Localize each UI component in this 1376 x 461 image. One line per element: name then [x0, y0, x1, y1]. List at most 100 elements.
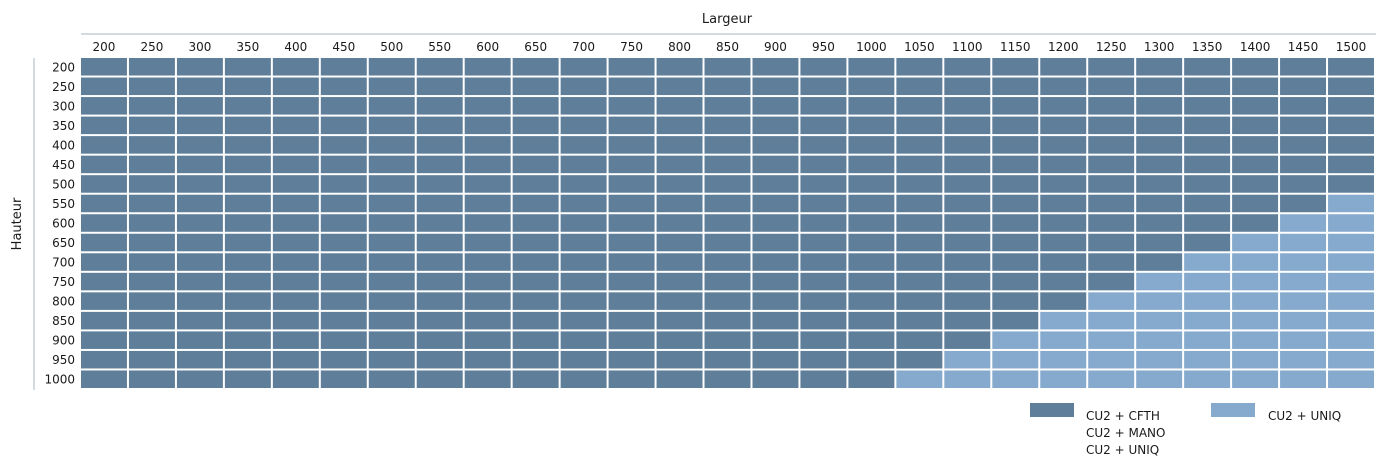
heatmap-cell-200-550 [416, 58, 463, 76]
heatmap-cell-350-1000 [848, 116, 895, 135]
heatmap-cell-400-200 [81, 136, 127, 154]
x-tick-label: 200 [93, 40, 116, 54]
heatmap-cell-200-1050 [896, 58, 943, 76]
heatmap-cell-450-800 [656, 155, 703, 174]
heatmap-cell-850-1050 [896, 311, 943, 330]
heatmap-cell-450-250 [128, 155, 175, 174]
heatmap-cell-800-1500 [1328, 292, 1374, 310]
heatmap-cell-250-850 [704, 77, 751, 96]
heatmap-cell-600-200 [81, 214, 127, 232]
heatmap-cell-200-800 [656, 58, 703, 76]
heatmap-cell-850-500 [368, 311, 415, 330]
heatmap-cell-850-1350 [1184, 311, 1231, 330]
heatmap-cell-600-1100 [944, 214, 991, 232]
heatmap-cell-450-650 [512, 155, 559, 174]
heatmap-cell-400-250 [128, 136, 175, 154]
heatmap-cell-350-900 [752, 116, 799, 135]
heatmap-cell-200-700 [560, 58, 607, 76]
heatmap-cell-300-1150 [992, 97, 1039, 115]
heatmap-cell-950-700 [560, 350, 607, 369]
heatmap-cell-850-950 [800, 311, 847, 330]
heatmap-cell-250-1100 [944, 77, 991, 96]
heatmap-cell-1000-250 [128, 370, 175, 388]
y-tick-label: 750 [52, 275, 75, 289]
heatmap-cell-850-600 [464, 311, 511, 330]
heatmap-cell-500-200 [81, 175, 127, 193]
heatmap-cell-650-1350 [1184, 233, 1231, 252]
heatmap-cell-1000-1050 [896, 370, 943, 388]
heatmap-cell-400-350 [224, 136, 271, 154]
heatmap-cell-300-850 [704, 97, 751, 115]
heatmap-cell-900-1050 [896, 331, 943, 349]
heatmap-cell-850-850 [704, 311, 751, 330]
heatmap-cell-900-300 [176, 331, 223, 349]
heatmap-cell-750-400 [272, 272, 319, 291]
heatmap-cell-300-600 [464, 97, 511, 115]
heatmap-cell-750-1200 [1040, 272, 1087, 291]
heatmap-cell-650-400 [272, 233, 319, 252]
heatmap-cell-350-250 [128, 116, 175, 135]
heatmap-cell-550-1250 [1088, 194, 1135, 213]
heatmap-cell-400-800 [656, 136, 703, 154]
y-tick-label: 500 [52, 177, 75, 191]
heatmap-cell-300-950 [800, 97, 847, 115]
x-tick-label: 1450 [1288, 40, 1319, 54]
x-tick-label: 1250 [1096, 40, 1127, 54]
heatmap-cell-950-1400 [1232, 350, 1279, 369]
heatmap-cell-300-750 [608, 97, 655, 115]
heatmap-cell-250-1350 [1184, 77, 1231, 96]
heatmap-cell-1000-1400 [1232, 370, 1279, 388]
heatmap-cell-1000-550 [416, 370, 463, 388]
y-tick-label: 250 [52, 80, 75, 94]
heatmap-cell-550-1050 [896, 194, 943, 213]
heatmap-cell-300-400 [272, 97, 319, 115]
heatmap-cell-1000-350 [224, 370, 271, 388]
heatmap-cell-850-350 [224, 311, 271, 330]
heatmap-cell-650-1250 [1088, 233, 1135, 252]
heatmap-cell-550-450 [320, 194, 367, 213]
heatmap-cell-250-800 [656, 77, 703, 96]
heatmap-cell-450-1250 [1088, 155, 1135, 174]
heatmap-cell-350-350 [224, 116, 271, 135]
x-tick-label: 1200 [1048, 40, 1079, 54]
heatmap-cell-500-400 [272, 175, 319, 193]
heatmap-cell-800-1450 [1280, 292, 1327, 310]
y-tick-labels: 200 250 300 350 400 450 500 550 600 650 700 750 800 8… [44, 60, 75, 386]
heatmap-cell-850-1200 [1040, 311, 1087, 330]
heatmap-cell-700-750 [608, 253, 655, 271]
heatmap-cell-550-800 [656, 194, 703, 213]
heatmap-cell-500-1100 [944, 175, 991, 193]
heatmap-cell-600-550 [416, 214, 463, 232]
heatmap-cell-900-700 [560, 331, 607, 349]
heatmap-cell-550-1150 [992, 194, 1039, 213]
heatmap-cell-950-900 [752, 350, 799, 369]
x-tick-label: 650 [524, 40, 547, 54]
heatmap-cell-950-250 [128, 350, 175, 369]
heatmap-cell-750-550 [416, 272, 463, 291]
heatmap-cell-350-1400 [1232, 116, 1279, 135]
heatmap-cell-900-200 [81, 331, 127, 349]
heatmap-cell-450-1400 [1232, 155, 1279, 174]
heatmap-cell-800-1100 [944, 292, 991, 310]
heatmap-cell-950-950 [800, 350, 847, 369]
heatmap-cell-250-1300 [1136, 77, 1183, 96]
heatmap-cell-1000-750 [608, 370, 655, 388]
heatmap-cell-650-700 [560, 233, 607, 252]
heatmap-cell-300-300 [176, 97, 223, 115]
heatmap-cell-650-450 [320, 233, 367, 252]
heatmap-cell-200-850 [704, 58, 751, 76]
heatmap-cell-600-700 [560, 214, 607, 232]
x-tick-labels: 200 250 300 350 400 450 500 550 600 650 700 750 800 8… [93, 40, 1367, 54]
heatmap-cell-950-450 [320, 350, 367, 369]
heatmap-cell-450-450 [320, 155, 367, 174]
heatmap-cell-750-200 [81, 272, 127, 291]
heatmap-cell-950-850 [704, 350, 751, 369]
heatmap-cell-1000-1450 [1280, 370, 1327, 388]
heatmap-cell-850-1400 [1232, 311, 1279, 330]
x-tick-label: 300 [188, 40, 211, 54]
heatmap-cell-200-1400 [1232, 58, 1279, 76]
heatmap-cell-600-500 [368, 214, 415, 232]
heatmap-cell-850-1300 [1136, 311, 1183, 330]
heatmap-cell-200-650 [512, 58, 559, 76]
heatmap-cell-700-200 [81, 253, 127, 271]
